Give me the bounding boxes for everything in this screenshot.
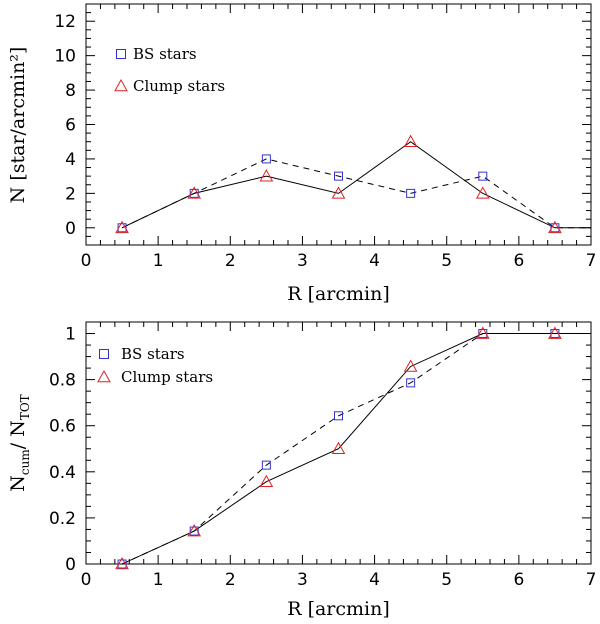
x-tick-label: 4 <box>369 570 380 590</box>
x-tick-label: 5 <box>441 251 452 271</box>
data-point-bs-stars <box>478 171 488 181</box>
data-point-clump-stars <box>475 326 490 339</box>
data-point-clump-stars <box>548 220 562 234</box>
y-tick-label: 0.8 <box>49 371 76 391</box>
y-tick-label: 6 <box>65 116 76 136</box>
legend-label-clump-stars: Clump stars <box>133 77 225 95</box>
data-point-clump-stars <box>403 359 418 372</box>
data-point-clump-stars <box>187 186 202 199</box>
series-line-clump-stars <box>121 141 591 229</box>
y-tick-label: 0.2 <box>49 509 76 529</box>
x-tick-label: 3 <box>297 570 308 590</box>
y-tick-label: 0.6 <box>49 417 76 437</box>
data-point-bs-stars <box>478 329 488 339</box>
y-tick-label: 0 <box>65 219 76 239</box>
data-point-bs-stars <box>189 526 199 536</box>
x-tick-label: 6 <box>513 251 524 271</box>
x-tick-label: 4 <box>369 251 380 271</box>
data-point-bs-stars <box>117 559 127 569</box>
x-tick-label: 7 <box>586 251 597 271</box>
y-tick-label: 12 <box>54 12 76 32</box>
y-axis-label: N [star/arcmin²] <box>7 47 29 204</box>
data-point-clump-stars <box>331 186 346 199</box>
legend-label-bs-stars: BS stars <box>133 45 197 63</box>
data-point-bs-stars <box>334 411 343 421</box>
data-point-clump-stars <box>115 220 129 234</box>
legend-marker-clump-stars <box>114 78 128 92</box>
y-tick-label: 0.4 <box>49 463 76 483</box>
y-tick-label: 10 <box>54 47 76 67</box>
series-line-bs-stars <box>121 158 591 229</box>
y-tick-label: 2 <box>65 184 76 204</box>
panel-bottom: 0 1 2 3 4 5 6 7 0 0.2 0.4 0.6 0.8 1 R [arcmin] Ncum/ NT… <box>7 321 597 620</box>
data-point-clump-stars <box>548 326 562 339</box>
data-point-clump-stars <box>115 556 129 570</box>
legend-label-bs-stars: BS stars <box>121 345 185 363</box>
y-tick-label: 1 <box>65 325 76 345</box>
data-point-clump-stars <box>259 474 274 488</box>
x-tick-label: 0 <box>81 570 92 590</box>
x-tick-label: 2 <box>225 570 236 590</box>
data-point-bs-stars <box>117 223 127 233</box>
x-axis-label: R [arcmin] <box>287 598 390 620</box>
data-point-bs-stars <box>550 223 560 233</box>
data-point-bs-stars <box>550 329 560 339</box>
data-point-bs-stars <box>334 171 343 181</box>
legend-label-clump-stars: Clump stars <box>121 368 213 386</box>
x-tick-label: 1 <box>153 570 164 590</box>
x-tick-label: 3 <box>297 251 308 271</box>
y-tick-label: 8 <box>65 81 76 101</box>
x-tick-label: 6 <box>513 570 524 590</box>
data-point-bs-stars <box>406 378 416 388</box>
legend-marker-bs-stars <box>116 49 126 59</box>
data-point-bs-stars <box>261 460 271 470</box>
x-tick-label: 0 <box>81 251 92 271</box>
data-point-clump-stars <box>331 441 346 455</box>
x-tick-label: 2 <box>225 251 236 271</box>
legend-marker-bs-stars <box>99 349 109 359</box>
data-point-bs-stars <box>406 188 416 198</box>
data-point-clump-stars <box>403 134 418 148</box>
x-axis-label: R [arcmin] <box>287 283 390 305</box>
data-point-bs-stars <box>189 188 199 198</box>
x-tick-label: 5 <box>441 570 452 590</box>
y-tick-label: 0 <box>65 555 76 575</box>
data-point-bs-stars <box>261 154 271 164</box>
x-tick-label: 1 <box>153 251 164 271</box>
data-point-clump-stars <box>187 524 202 537</box>
data-point-clump-stars <box>259 169 274 182</box>
y-axis-label: Ncum/ NTOT <box>7 394 32 491</box>
data-point-clump-stars <box>475 186 490 199</box>
legend-marker-clump-stars <box>97 369 111 383</box>
y-tick-label: 4 <box>65 150 76 170</box>
plot-frame <box>85 321 592 565</box>
x-tick-label: 7 <box>586 570 597 590</box>
series-line-clump-stars <box>121 333 591 565</box>
